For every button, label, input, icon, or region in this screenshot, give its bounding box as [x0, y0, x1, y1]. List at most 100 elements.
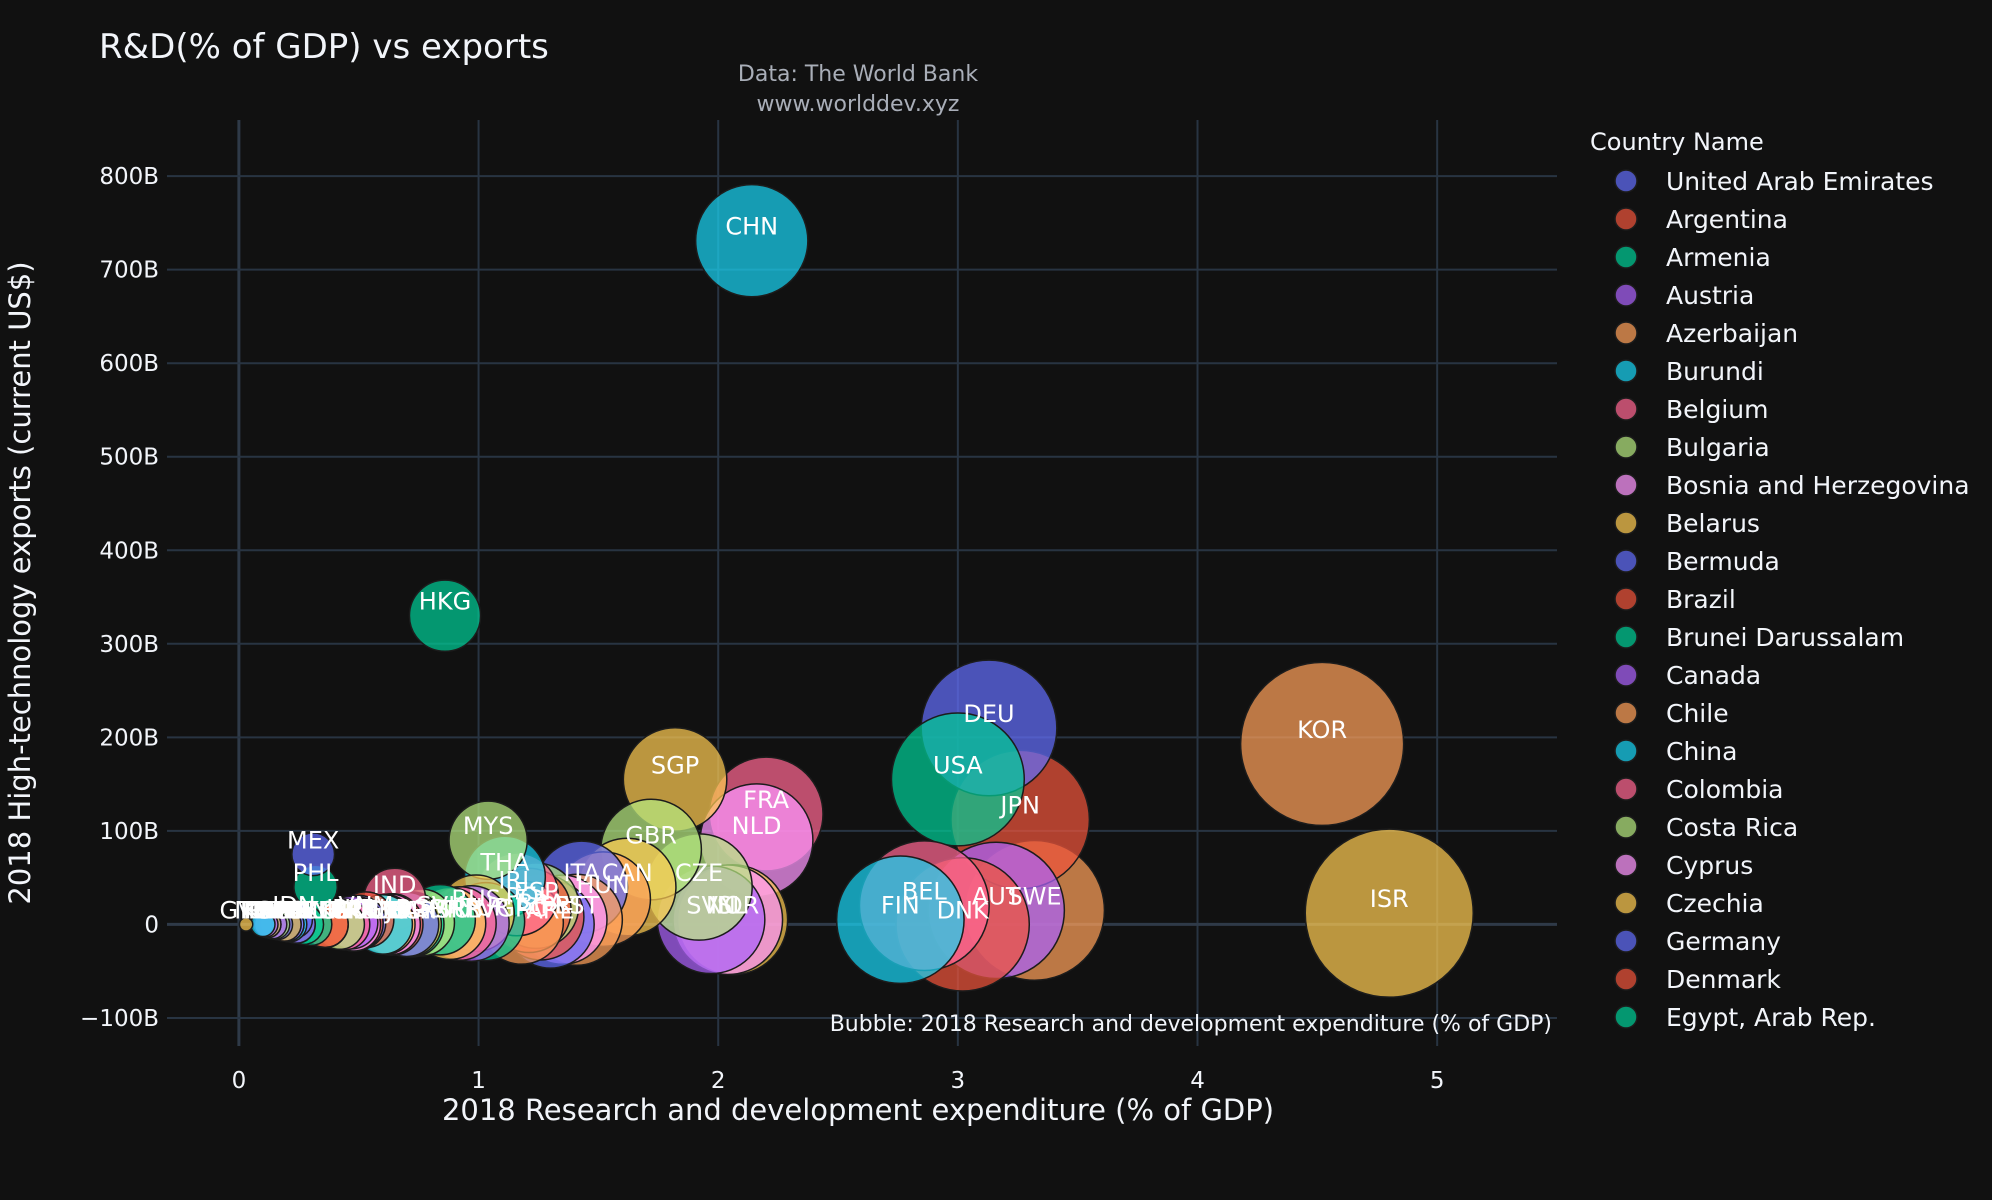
- legend-label: Bosnia and Herzegovina: [1666, 471, 1970, 500]
- bubble-fin: [835, 855, 965, 985]
- bubble-layer: [238, 183, 1474, 998]
- y-tick-label: 300B: [99, 632, 159, 658]
- legend-marker: [1614, 245, 1638, 269]
- bubble-label-nld: NLD: [732, 812, 782, 840]
- bubble-label-ind: IND: [373, 871, 417, 899]
- bubble-chn: [694, 183, 809, 298]
- legend-marker: [1614, 207, 1638, 231]
- bubble-label-grc: GRC: [496, 895, 547, 923]
- legend-label: Belgium: [1666, 395, 1769, 424]
- bubble-label-arm: ARM: [258, 896, 312, 924]
- x-axis-title: 2018 Research and development expenditur…: [442, 1093, 1274, 1127]
- bubble-label-tur: TUR: [460, 894, 510, 922]
- bubble-label-arg: ARG: [330, 895, 382, 923]
- legend-marker: [1614, 359, 1638, 383]
- legend-items: United Arab Emirates Argentina Armenia Aust…: [1614, 167, 1970, 1032]
- legend-label: Belarus: [1666, 509, 1760, 538]
- y-tick-label: 0: [144, 912, 159, 938]
- legend-marker: [1614, 283, 1638, 307]
- y-tick-label: 400B: [99, 538, 159, 564]
- legend-label: Bermuda: [1666, 547, 1780, 576]
- legend-label: Canada: [1666, 661, 1761, 690]
- bubble-label-kaz: KAZ: [244, 896, 292, 924]
- bubble-size-note: Bubble: 2018 Research and development ex…: [830, 1012, 1552, 1037]
- y-tick-label: 200B: [99, 725, 159, 751]
- bubble-label-bmu: BMU: [259, 896, 314, 924]
- bubble-label-prt: PRT: [540, 892, 584, 920]
- bubble-label-nor: NOR: [706, 892, 760, 920]
- bubble-label-swe: SWE: [1007, 882, 1061, 910]
- bubble-label-pan: PAN: [249, 896, 296, 924]
- bubble-label-bel: BEL: [902, 878, 948, 906]
- bubble-label-ury: URY: [330, 896, 378, 924]
- legend-marker: [1614, 663, 1638, 687]
- bubble-label-cri: CRI: [319, 896, 360, 924]
- bubble-label-slv: SLV: [256, 896, 299, 924]
- bubble-label-bra: BRA: [517, 889, 566, 917]
- legend-label: Burundi: [1666, 357, 1764, 386]
- bubble-label-svn: SVN: [686, 892, 736, 920]
- bubble-label-jpn: JPN: [998, 792, 1040, 820]
- y-tick-label: 600B: [99, 351, 159, 377]
- bubble-label-blr: BLR: [362, 896, 409, 924]
- bubble-label-ltu: LTU: [429, 895, 471, 923]
- bubble-label-isr: ISR: [1370, 885, 1409, 913]
- bubble-label-hun: HUN: [576, 871, 630, 899]
- bubble-label-chn: CHN: [725, 213, 778, 241]
- bubble-hkg: [408, 579, 482, 653]
- x-tick-label: 0: [232, 1068, 247, 1094]
- bubble-kor: [1239, 661, 1405, 827]
- bubble-label-aze: AZE: [260, 896, 308, 924]
- legend-label: Brazil: [1666, 585, 1736, 614]
- legend-label: Colombia: [1666, 775, 1783, 804]
- legend-marker: [1614, 549, 1638, 573]
- bubble-label-bdi: BDI: [268, 896, 310, 924]
- legend-label: Denmark: [1666, 965, 1781, 994]
- bubble-label-est: EST: [554, 892, 599, 920]
- bubble-label-fra: FRA: [743, 786, 790, 814]
- bubble-label-tha: THA: [479, 849, 530, 877]
- grid-lines: [167, 120, 1557, 1046]
- x-axis-ticks: 0 1 2 3 4 5: [232, 1068, 1445, 1094]
- bubble-label-idn: IDN: [272, 892, 316, 920]
- y-axis-ticks: −100B 0 100B 200B 300B 400B 500B 600B 700B 800B: [80, 164, 159, 1032]
- bubble-label-isl: ISL: [710, 892, 746, 920]
- bubble-label-egy: EGY: [388, 896, 436, 924]
- legend-marker: [1614, 321, 1638, 345]
- bubble-label-tun: TUN: [357, 896, 408, 924]
- legend-marker: [1614, 891, 1638, 915]
- bubble-label-mex: MEX: [287, 826, 339, 854]
- bubble-label-sgp: SGP: [651, 751, 699, 779]
- legend-marker: [1614, 777, 1638, 801]
- legend-label: China: [1666, 737, 1737, 766]
- legend-label: Chile: [1666, 699, 1729, 728]
- bubble-label-mar: MAR: [382, 896, 436, 924]
- legend-marker: [1614, 169, 1638, 193]
- bubble-label-fin: FIN: [881, 892, 920, 920]
- legend-marker: [1614, 739, 1638, 763]
- chart-title: R&D(% of GDP) vs exports: [99, 27, 549, 67]
- bubble-label-svk: SVK: [417, 892, 466, 920]
- bubble-label-usa: USA: [933, 751, 983, 779]
- bubble-label-aut: AUT: [972, 882, 1021, 910]
- legend-label: Argentina: [1666, 205, 1788, 234]
- bubble-isr: [1304, 828, 1474, 998]
- legend-marker: [1614, 929, 1638, 953]
- x-tick-label: 5: [1430, 1068, 1445, 1094]
- bubble-label-pol: POL: [506, 882, 553, 910]
- bubble-label-brn: BRN: [278, 896, 329, 924]
- legend-marker: [1614, 625, 1638, 649]
- bubble-label-mys: MYS: [463, 812, 514, 840]
- bubble-label-dnk: DNK: [937, 896, 990, 924]
- bubble-label-col: COL: [272, 896, 322, 924]
- legend: Country Name United Arab Emirates Argenti…: [1590, 128, 1970, 1032]
- x-tick-label: 3: [951, 1068, 966, 1094]
- bubble-label-bgr: BGR: [395, 895, 446, 923]
- legend-marker: [1614, 435, 1638, 459]
- bubble-label-ukr: UKR: [327, 895, 377, 923]
- legend-label: Czechia: [1666, 889, 1764, 918]
- y-tick-label: 800B: [99, 164, 159, 190]
- bubble-gtm: [238, 917, 254, 932]
